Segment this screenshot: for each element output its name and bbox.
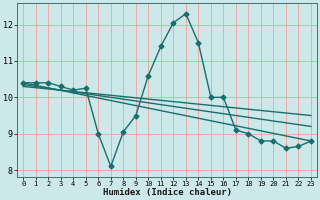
X-axis label: Humidex (Indice chaleur): Humidex (Indice chaleur) xyxy=(103,188,232,197)
